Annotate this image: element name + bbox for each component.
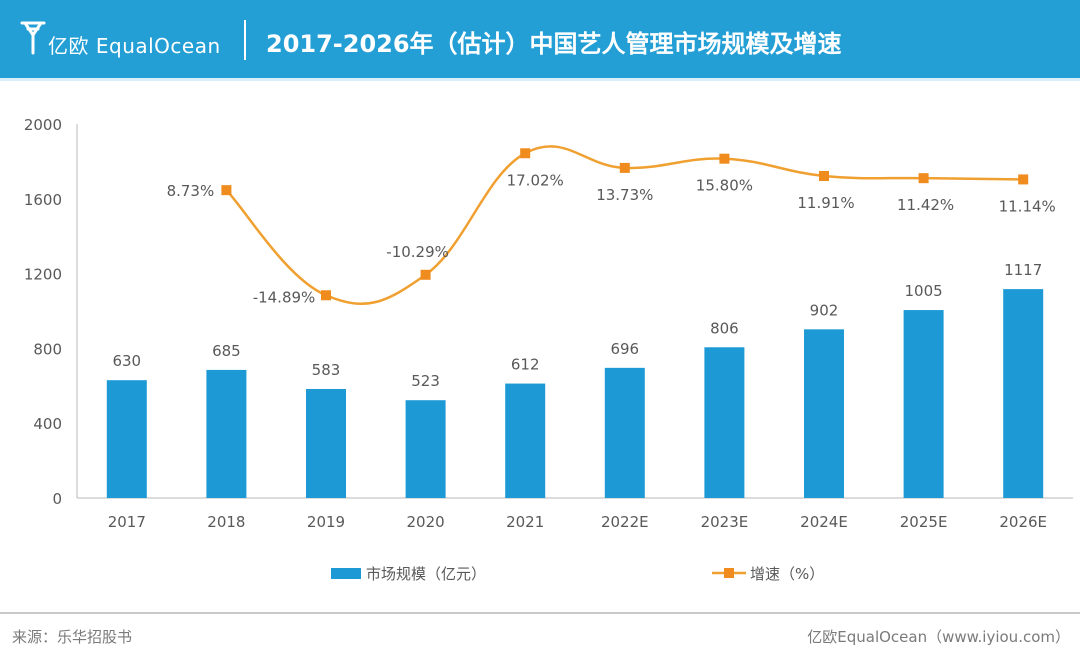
- equalocean-logo-icon: [20, 21, 46, 55]
- logo-text: 亿欧 EqualOcean: [48, 34, 221, 58]
- growth-value-label: -14.89%: [253, 288, 316, 306]
- growth-value-label: 13.73%: [596, 186, 653, 204]
- y-tick-label: 2000: [24, 116, 62, 134]
- x-tick-label: 2026E: [999, 513, 1047, 531]
- growth-marker: [719, 153, 730, 164]
- growth-value-label: -10.29%: [386, 243, 449, 261]
- x-tick-label: 2024E: [800, 513, 848, 531]
- footer-source: 来源：乐华招股书: [12, 628, 133, 646]
- bar-value-label: 806: [710, 319, 739, 337]
- y-tick-label: 1600: [24, 191, 62, 209]
- x-tick-label: 2021: [506, 513, 544, 531]
- legend-bar-label: 市场规模（亿元）: [366, 565, 486, 583]
- bar: [704, 347, 745, 498]
- x-tick-label: 2017: [108, 513, 146, 531]
- growth-value-label: 8.73%: [167, 182, 215, 200]
- bar: [804, 329, 844, 498]
- bar: [1003, 289, 1044, 498]
- bar: [903, 310, 944, 498]
- growth-marker: [221, 185, 232, 196]
- growth-value-label: 11.42%: [897, 196, 954, 214]
- chart-canvas: 0 400 800 1200 1600 2000 630 2017 685 2018 583 2019…: [24, 116, 1073, 583]
- growth-marker: [619, 162, 630, 173]
- x-tick-label: 2020: [407, 513, 445, 531]
- footer-brand: 亿欧EqualOcean（www.iyiou.com）: [807, 628, 1070, 646]
- x-tick-label: 2019: [307, 513, 345, 531]
- bar: [206, 369, 247, 498]
- growth-value-label: 11.14%: [999, 197, 1056, 215]
- bar: [306, 388, 346, 498]
- growth-value-label: 15.80%: [696, 177, 753, 195]
- legend-line-label: 增速（%）: [750, 565, 824, 583]
- bar-value-label: 1005: [905, 282, 943, 300]
- bar-value-label: 523: [411, 372, 440, 390]
- growth-value-label: 17.02%: [507, 171, 564, 189]
- growth-marker: [918, 173, 929, 184]
- y-tick-label: 800: [33, 340, 62, 358]
- bar-value-label: 630: [112, 352, 141, 370]
- bar: [106, 380, 147, 498]
- x-tick-label: 2018: [207, 513, 245, 531]
- growth-value-label: 11.91%: [797, 194, 854, 212]
- growth-marker: [321, 290, 331, 301]
- bar-value-label: 696: [610, 340, 639, 358]
- growth-marker: [1018, 174, 1029, 185]
- y-tick-label: 1200: [24, 266, 62, 284]
- bar-value-label: 612: [511, 356, 540, 374]
- growth-marker: [520, 148, 531, 159]
- y-tick-label: 0: [52, 490, 62, 508]
- x-tick-label: 2022E: [601, 513, 649, 531]
- growth-marker: [819, 171, 829, 182]
- bar: [405, 400, 446, 498]
- legend-bar-swatch: [331, 568, 361, 579]
- bar-value-label: 583: [312, 361, 341, 379]
- bar-value-label: 902: [810, 301, 839, 319]
- growth-marker: [420, 269, 431, 280]
- header-divider: [244, 20, 246, 60]
- header-bar: 亿欧 EqualOcean 2017-2026年（估计）中国艺人管理市场规模及增…: [0, 0, 1080, 78]
- page-title: 2017-2026年（估计）中国艺人管理市场规模及增速: [266, 30, 842, 58]
- legend-line-marker: [724, 568, 734, 578]
- bar: [505, 383, 546, 498]
- header-rule: [0, 78, 1080, 81]
- growth-line: [225, 145, 1024, 306]
- y-tick-label: 400: [33, 415, 62, 433]
- footer-rule: [0, 612, 1080, 614]
- x-tick-label: 2023E: [701, 513, 749, 531]
- bar-value-label: 685: [212, 342, 241, 360]
- x-tick-label: 2025E: [900, 513, 948, 531]
- bar-value-label: 1117: [1004, 261, 1042, 279]
- bar: [604, 367, 645, 498]
